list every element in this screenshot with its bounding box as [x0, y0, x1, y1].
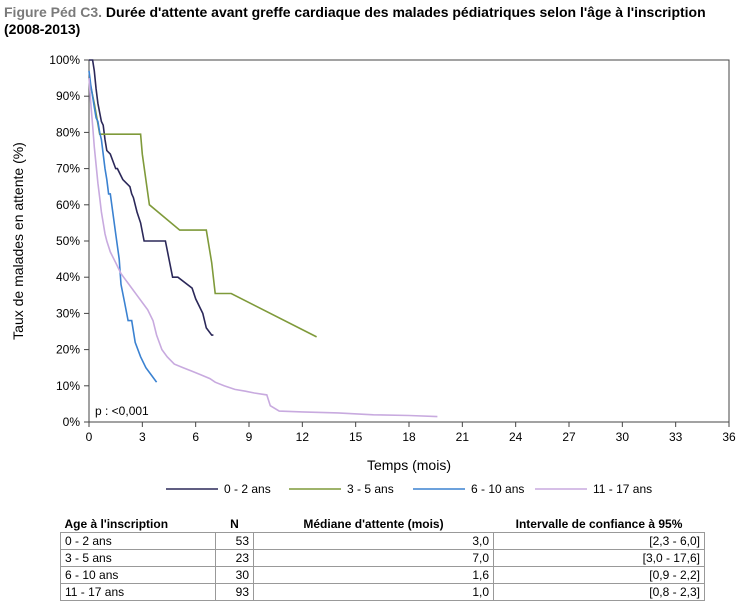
header-n: N: [215, 516, 254, 533]
y-tick-label: 100%: [49, 53, 80, 67]
x-tick-label: 6: [192, 430, 199, 444]
cell-median: 1,0: [253, 583, 494, 601]
cell-age: 6 - 10 ans: [60, 566, 216, 584]
x-axis: 0 3 6 9 12 15 18 21 24 27 30 33 36: [86, 422, 736, 444]
table-header-row: Age à l'inscription N Médiane d'attente …: [60, 516, 705, 533]
legend: 0 - 2 ans 3 - 5 ans 6 - 10 ans 11 - 17 ans: [166, 482, 652, 496]
legend-label: 11 - 17 ans: [593, 482, 652, 496]
figure-title: Figure Péd C3. Durée d'attente avant gre…: [4, 4, 734, 38]
x-tick-label: 27: [562, 430, 576, 444]
legend-label: 0 - 2 ans: [224, 482, 271, 496]
cell-median: 1,6: [253, 566, 494, 584]
cell-n: 53: [215, 532, 254, 550]
y-axis-label: Taux de malades en attente (%): [10, 142, 26, 340]
cell-n: 30: [215, 566, 254, 584]
x-tick-label: 21: [456, 430, 470, 444]
cell-ci: [0,9 - 2,2]: [493, 566, 705, 584]
series-line-1: [89, 59, 214, 336]
survival-chart: 0 3 6 9 12 15 18 21 24 27 30 33 36 0%10%20%30%40%50%…: [10, 53, 736, 496]
x-tick-label: 9: [246, 430, 253, 444]
cell-n: 93: [215, 583, 254, 601]
table-row: 0 - 2 ans 53 3,0 [2,3 - 6,0]: [60, 532, 705, 550]
y-tick-label: 50%: [56, 234, 80, 248]
cell-ci: [2,3 - 6,0]: [493, 532, 705, 550]
table-row: 3 - 5 ans 23 7,0 [3,0 - 17,6]: [60, 549, 705, 567]
cell-n: 23: [215, 549, 254, 567]
x-axis-label: Temps (mois): [367, 457, 451, 473]
y-tick-label: 20%: [56, 343, 80, 357]
x-tick-label: 36: [722, 430, 736, 444]
y-tick-label: 70%: [56, 162, 80, 176]
cell-median: 3,0: [253, 532, 494, 550]
cell-age: 11 - 17 ans: [60, 583, 216, 601]
cell-age: 3 - 5 ans: [60, 549, 216, 567]
y-tick-label: 90%: [56, 89, 80, 103]
y-tick-label: 60%: [56, 198, 80, 212]
series-line-4: [88, 78, 438, 418]
cell-median: 7,0: [253, 549, 494, 567]
table-row: 11 - 17 ans 93 1,0 [0,8 - 2,3]: [60, 583, 705, 601]
cell-age: 0 - 2 ans: [60, 532, 216, 550]
x-tick-label: 3: [139, 430, 146, 444]
figure-title-text: Durée d'attente avant greffe cardiaque d…: [4, 4, 706, 37]
x-tick-label: 33: [669, 430, 683, 444]
cell-ci: [0,8 - 2,3]: [493, 583, 705, 601]
header-ci: Intervalle de confiance à 95%: [493, 516, 705, 533]
x-tick-label: 30: [616, 430, 630, 444]
x-tick-label: 24: [509, 430, 523, 444]
cell-ci: [3,0 - 17,6]: [493, 549, 705, 567]
header-median: Médiane d'attente (mois): [253, 516, 494, 533]
y-tick-label: 10%: [56, 379, 80, 393]
legend-label: 6 - 10 ans: [471, 482, 524, 496]
series-line-3: [88, 70, 158, 383]
figure-number: Figure Péd C3.: [4, 4, 103, 20]
x-tick-label: 0: [86, 430, 93, 444]
series-lines: [88, 59, 438, 418]
p-value-annotation: p : <0,001: [95, 404, 149, 418]
y-axis: 0% 10% 20% 30% 40% 50% 60% 70% 80% 90% 100%: [49, 53, 89, 429]
y-tick-label: 40%: [56, 270, 80, 284]
x-tick-label: 12: [296, 430, 310, 444]
x-tick-label: 18: [402, 430, 416, 444]
y-tick-label: 0%: [63, 415, 81, 429]
legend-label: 3 - 5 ans: [347, 482, 394, 496]
x-tick-label: 15: [349, 430, 363, 444]
header-age: Age à l'inscription: [60, 516, 216, 533]
table-row: 6 - 10 ans 30 1,6 [0,9 - 2,2]: [60, 566, 705, 584]
y-tick-label: 80%: [56, 125, 80, 139]
y-tick-label: 30%: [56, 306, 80, 320]
median-table: Age à l'inscription N Médiane d'attente …: [60, 516, 705, 601]
